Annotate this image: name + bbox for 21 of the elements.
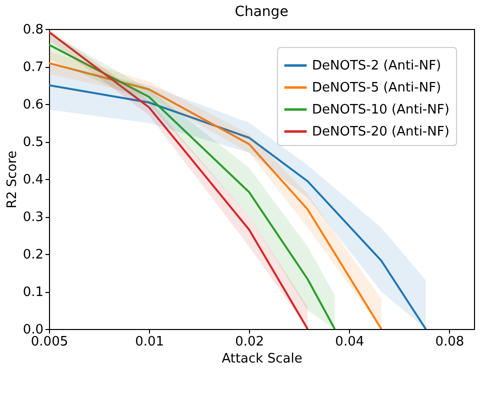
chart-title: Change xyxy=(234,4,288,20)
y-tick-label: 0.0 xyxy=(22,322,44,338)
y-tick-label: 0.5 xyxy=(22,135,44,150)
y-tick-label: 0.6 xyxy=(22,98,44,112)
y-tick-label: 0.3 xyxy=(22,210,44,225)
y-tick-label: 0.4 xyxy=(22,172,44,188)
y-axis-title: R2 Score xyxy=(4,150,20,208)
legend-label: DeNOTS-20 (Anti-NF) xyxy=(312,124,450,140)
x-tick-label: 0.01 xyxy=(135,334,164,350)
legend-label: DeNOTS-5 (Anti-NF) xyxy=(312,80,442,96)
x-tick-label: 0.04 xyxy=(335,334,364,350)
legend-label: DeNOTS-10 (Anti-NF) xyxy=(312,102,450,118)
x-tick-label: 0.005 xyxy=(30,334,68,350)
x-axis-title: Attack Scale xyxy=(222,352,302,366)
y-tick-label: 0.2 xyxy=(22,248,44,262)
x-tick-label: 0.02 xyxy=(235,334,264,350)
y-tick-label: 0.1 xyxy=(22,285,44,300)
x-tick-label: 0.08 xyxy=(435,334,464,350)
y-tick-label: 0.8 xyxy=(22,22,44,38)
y-tick-label: 0.7 xyxy=(22,60,44,75)
legend-label: DeNOTS-2 (Anti-NF) xyxy=(312,58,442,74)
